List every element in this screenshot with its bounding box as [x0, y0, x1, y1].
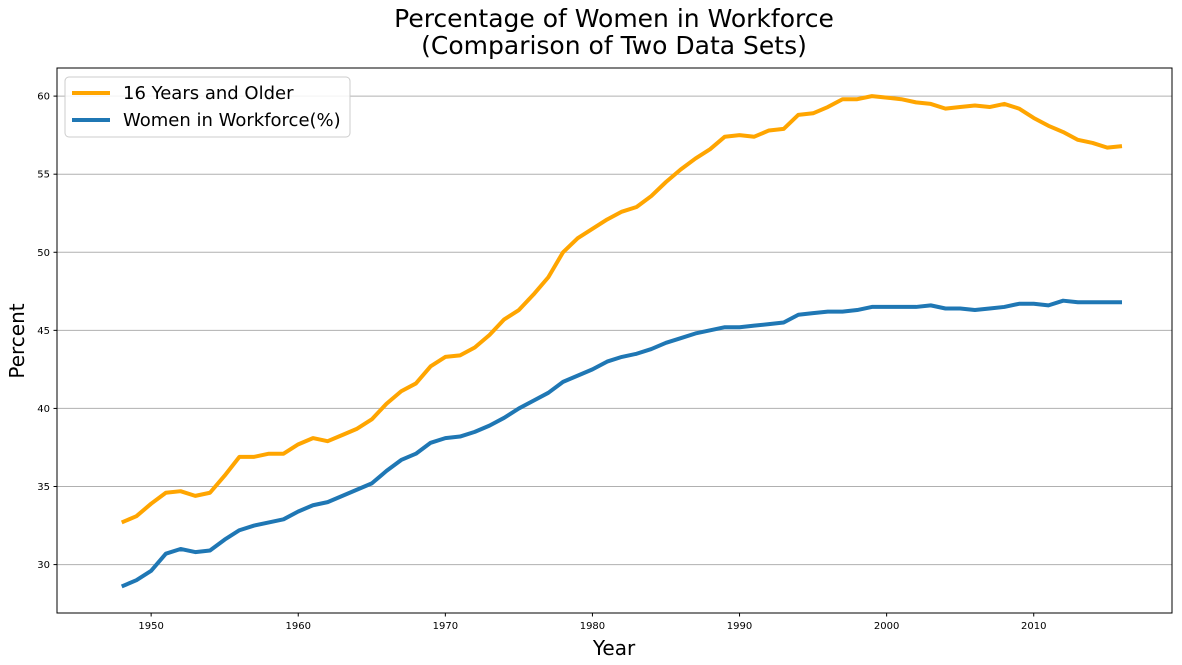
legend-label-women-in-workforce: Women in Workforce(%) — [123, 110, 341, 131]
legend-label-16-years-and-older: 16 Years and Older — [123, 83, 294, 104]
y-tick-label-60: 60 — [37, 92, 50, 103]
y-tick-label-35: 35 — [37, 482, 50, 493]
y-tick-label-45: 45 — [37, 326, 50, 337]
y-tick-label-50: 50 — [37, 248, 50, 259]
chart-title-line-1: Percentage of Women in Workforce — [394, 4, 834, 33]
series-lines — [120, 94, 1123, 589]
y-tick-label-40: 40 — [37, 404, 50, 415]
x-tick-label-1970: 1970 — [433, 621, 458, 632]
series-line-16-years-and-older — [120, 94, 1123, 525]
chart-title-line-2: (Comparison of Two Data Sets) — [421, 31, 807, 60]
y-tick-label-55: 55 — [37, 170, 50, 181]
x-axis-ticks: 1950 1960 1970 1980 1990 2000 2010 — [138, 613, 1046, 632]
x-tick-label-1960: 1960 — [286, 621, 311, 632]
x-tick-label-1980: 1980 — [580, 621, 605, 632]
y-tick-label-30: 30 — [37, 560, 50, 571]
x-axis-label: Year — [592, 636, 636, 660]
y-axis-label: Percent — [5, 303, 29, 378]
legend-box — [64, 76, 351, 138]
y-axis-ticks: 30 35 40 45 50 55 60 — [37, 92, 57, 571]
x-tick-label-2000: 2000 — [874, 621, 899, 632]
gridlines — [57, 95, 1172, 566]
series-line-women-in-workforce — [120, 298, 1122, 589]
legend: 16 Years and Older Women in Workforce(%) — [64, 76, 351, 138]
plot-frame — [56, 67, 1173, 614]
x-tick-label-2010: 2010 — [1021, 621, 1046, 632]
x-tick-label-1950: 1950 — [138, 621, 163, 632]
x-tick-label-1990: 1990 — [727, 621, 752, 632]
